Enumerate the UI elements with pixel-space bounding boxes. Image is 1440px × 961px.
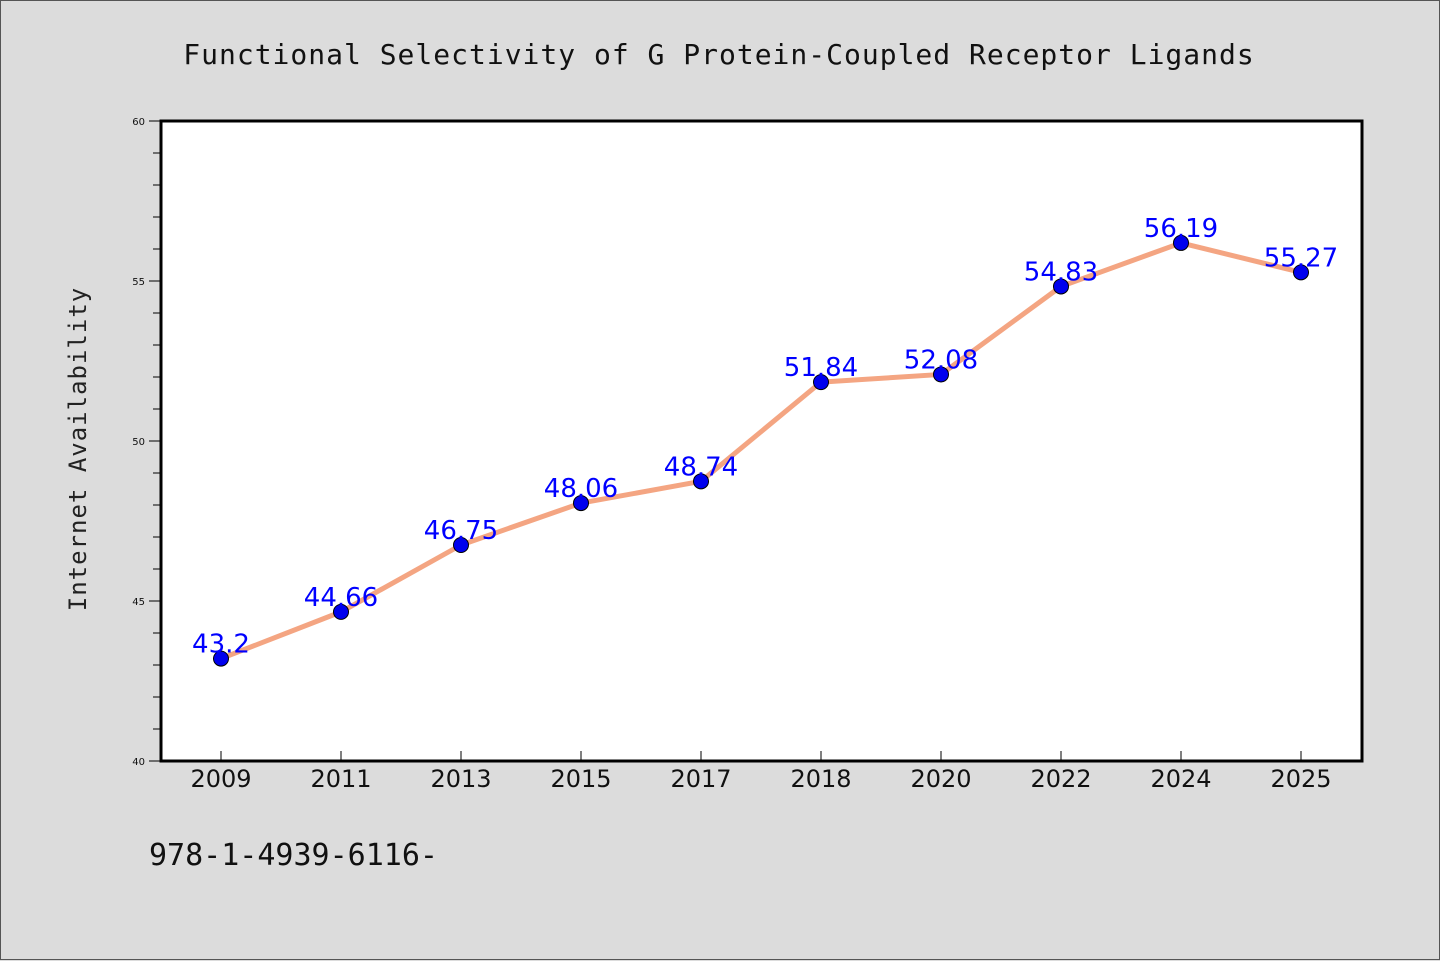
data-label: 48.06 [544,474,618,504]
data-label: 44.66 [304,583,378,613]
y-tick-label: 60 [132,117,145,128]
data-point-marker [1053,278,1069,295]
data-label: 56.19 [1144,214,1218,244]
data-point-marker [933,366,949,383]
y-axis-ticks: 40 45 50 55 60 [132,117,161,768]
x-tick-label: 2009 [190,765,251,793]
x-tick-label: 2013 [430,765,491,793]
plot-area [161,121,1362,761]
x-tick-label: 2024 [1150,765,1211,793]
data-label: 55.27 [1264,243,1338,273]
chart-title: Functional Selectivity of G Protein-Coup… [183,38,1254,71]
data-labels: 43.2 44.66 46.75 48.06 48.74 51.84 52.08 54.83 5… [192,214,1338,660]
x-tick-label: 2017 [670,765,731,793]
x-tick-label: 2020 [910,765,971,793]
data-point-marker [573,495,589,512]
data-point-marker [333,603,349,620]
y-tick-label: 40 [132,757,145,768]
x-tick-label: 2022 [1030,765,1091,793]
series-line [218,240,1304,662]
data-label: 48.74 [664,452,738,482]
data-label: 43.2 [192,630,250,660]
data-label: 52.08 [904,345,978,375]
data-point-marker [453,537,469,553]
x-axis-ticks: 2009 2011 2013 2015 2017 2018 2020 2022 2024 2025 [190,751,1332,793]
data-markers [213,234,1309,667]
x-tick-label: 2025 [1270,765,1331,793]
data-label: 46.75 [424,516,498,546]
x-tick-label: 2015 [550,765,611,793]
data-point-marker [213,650,229,667]
y-tick-label: 50 [132,437,145,448]
y-tick-label: 55 [132,277,145,288]
data-label: 51.84 [784,353,858,383]
footnote-isbn: 978-1-4939-6116- [149,838,438,873]
x-tick-label: 2011 [310,765,371,793]
data-point-marker [813,374,829,391]
y-axis-label: Internet Availability [64,287,92,611]
data-point-marker [1173,234,1189,251]
data-label: 54.83 [1024,257,1098,287]
data-point-marker [693,473,709,490]
y-tick-label: 45 [132,597,145,608]
plot-border [159,119,1364,763]
x-tick-label: 2018 [790,765,851,793]
data-point-marker [1293,264,1309,281]
